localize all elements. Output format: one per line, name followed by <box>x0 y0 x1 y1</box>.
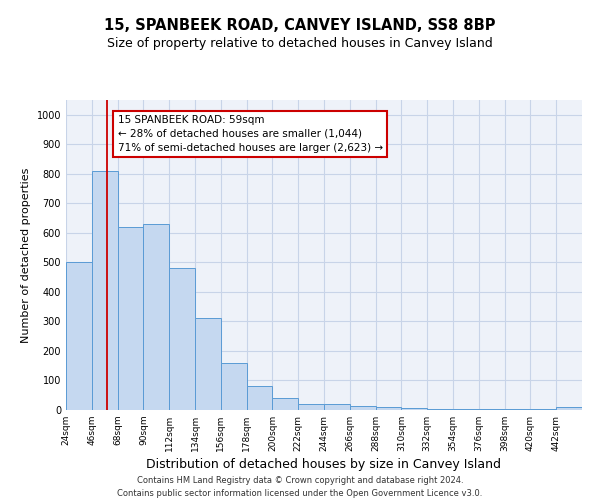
Bar <box>272 398 298 410</box>
Bar <box>169 268 195 410</box>
Bar <box>143 224 169 410</box>
Bar <box>556 407 582 410</box>
Text: Size of property relative to detached houses in Canvey Island: Size of property relative to detached ho… <box>107 38 493 51</box>
Bar <box>247 386 272 410</box>
Text: 15 SPANBEEK ROAD: 59sqm
← 28% of detached houses are smaller (1,044)
71% of semi: 15 SPANBEEK ROAD: 59sqm ← 28% of detache… <box>118 115 383 153</box>
Bar <box>453 409 479 410</box>
Bar <box>195 318 221 410</box>
Bar <box>427 408 453 410</box>
Bar <box>324 404 350 410</box>
Bar <box>66 262 92 410</box>
Bar <box>92 171 118 410</box>
Text: 15, SPANBEEK ROAD, CANVEY ISLAND, SS8 8BP: 15, SPANBEEK ROAD, CANVEY ISLAND, SS8 8B… <box>104 18 496 32</box>
X-axis label: Distribution of detached houses by size in Canvey Island: Distribution of detached houses by size … <box>146 458 502 471</box>
Bar <box>376 407 401 410</box>
Bar <box>221 363 247 410</box>
Bar <box>350 406 376 410</box>
Bar <box>401 408 427 410</box>
Bar <box>118 227 143 410</box>
Text: Contains HM Land Registry data © Crown copyright and database right 2024.
Contai: Contains HM Land Registry data © Crown c… <box>118 476 482 498</box>
Bar <box>298 404 324 410</box>
Y-axis label: Number of detached properties: Number of detached properties <box>21 168 31 342</box>
